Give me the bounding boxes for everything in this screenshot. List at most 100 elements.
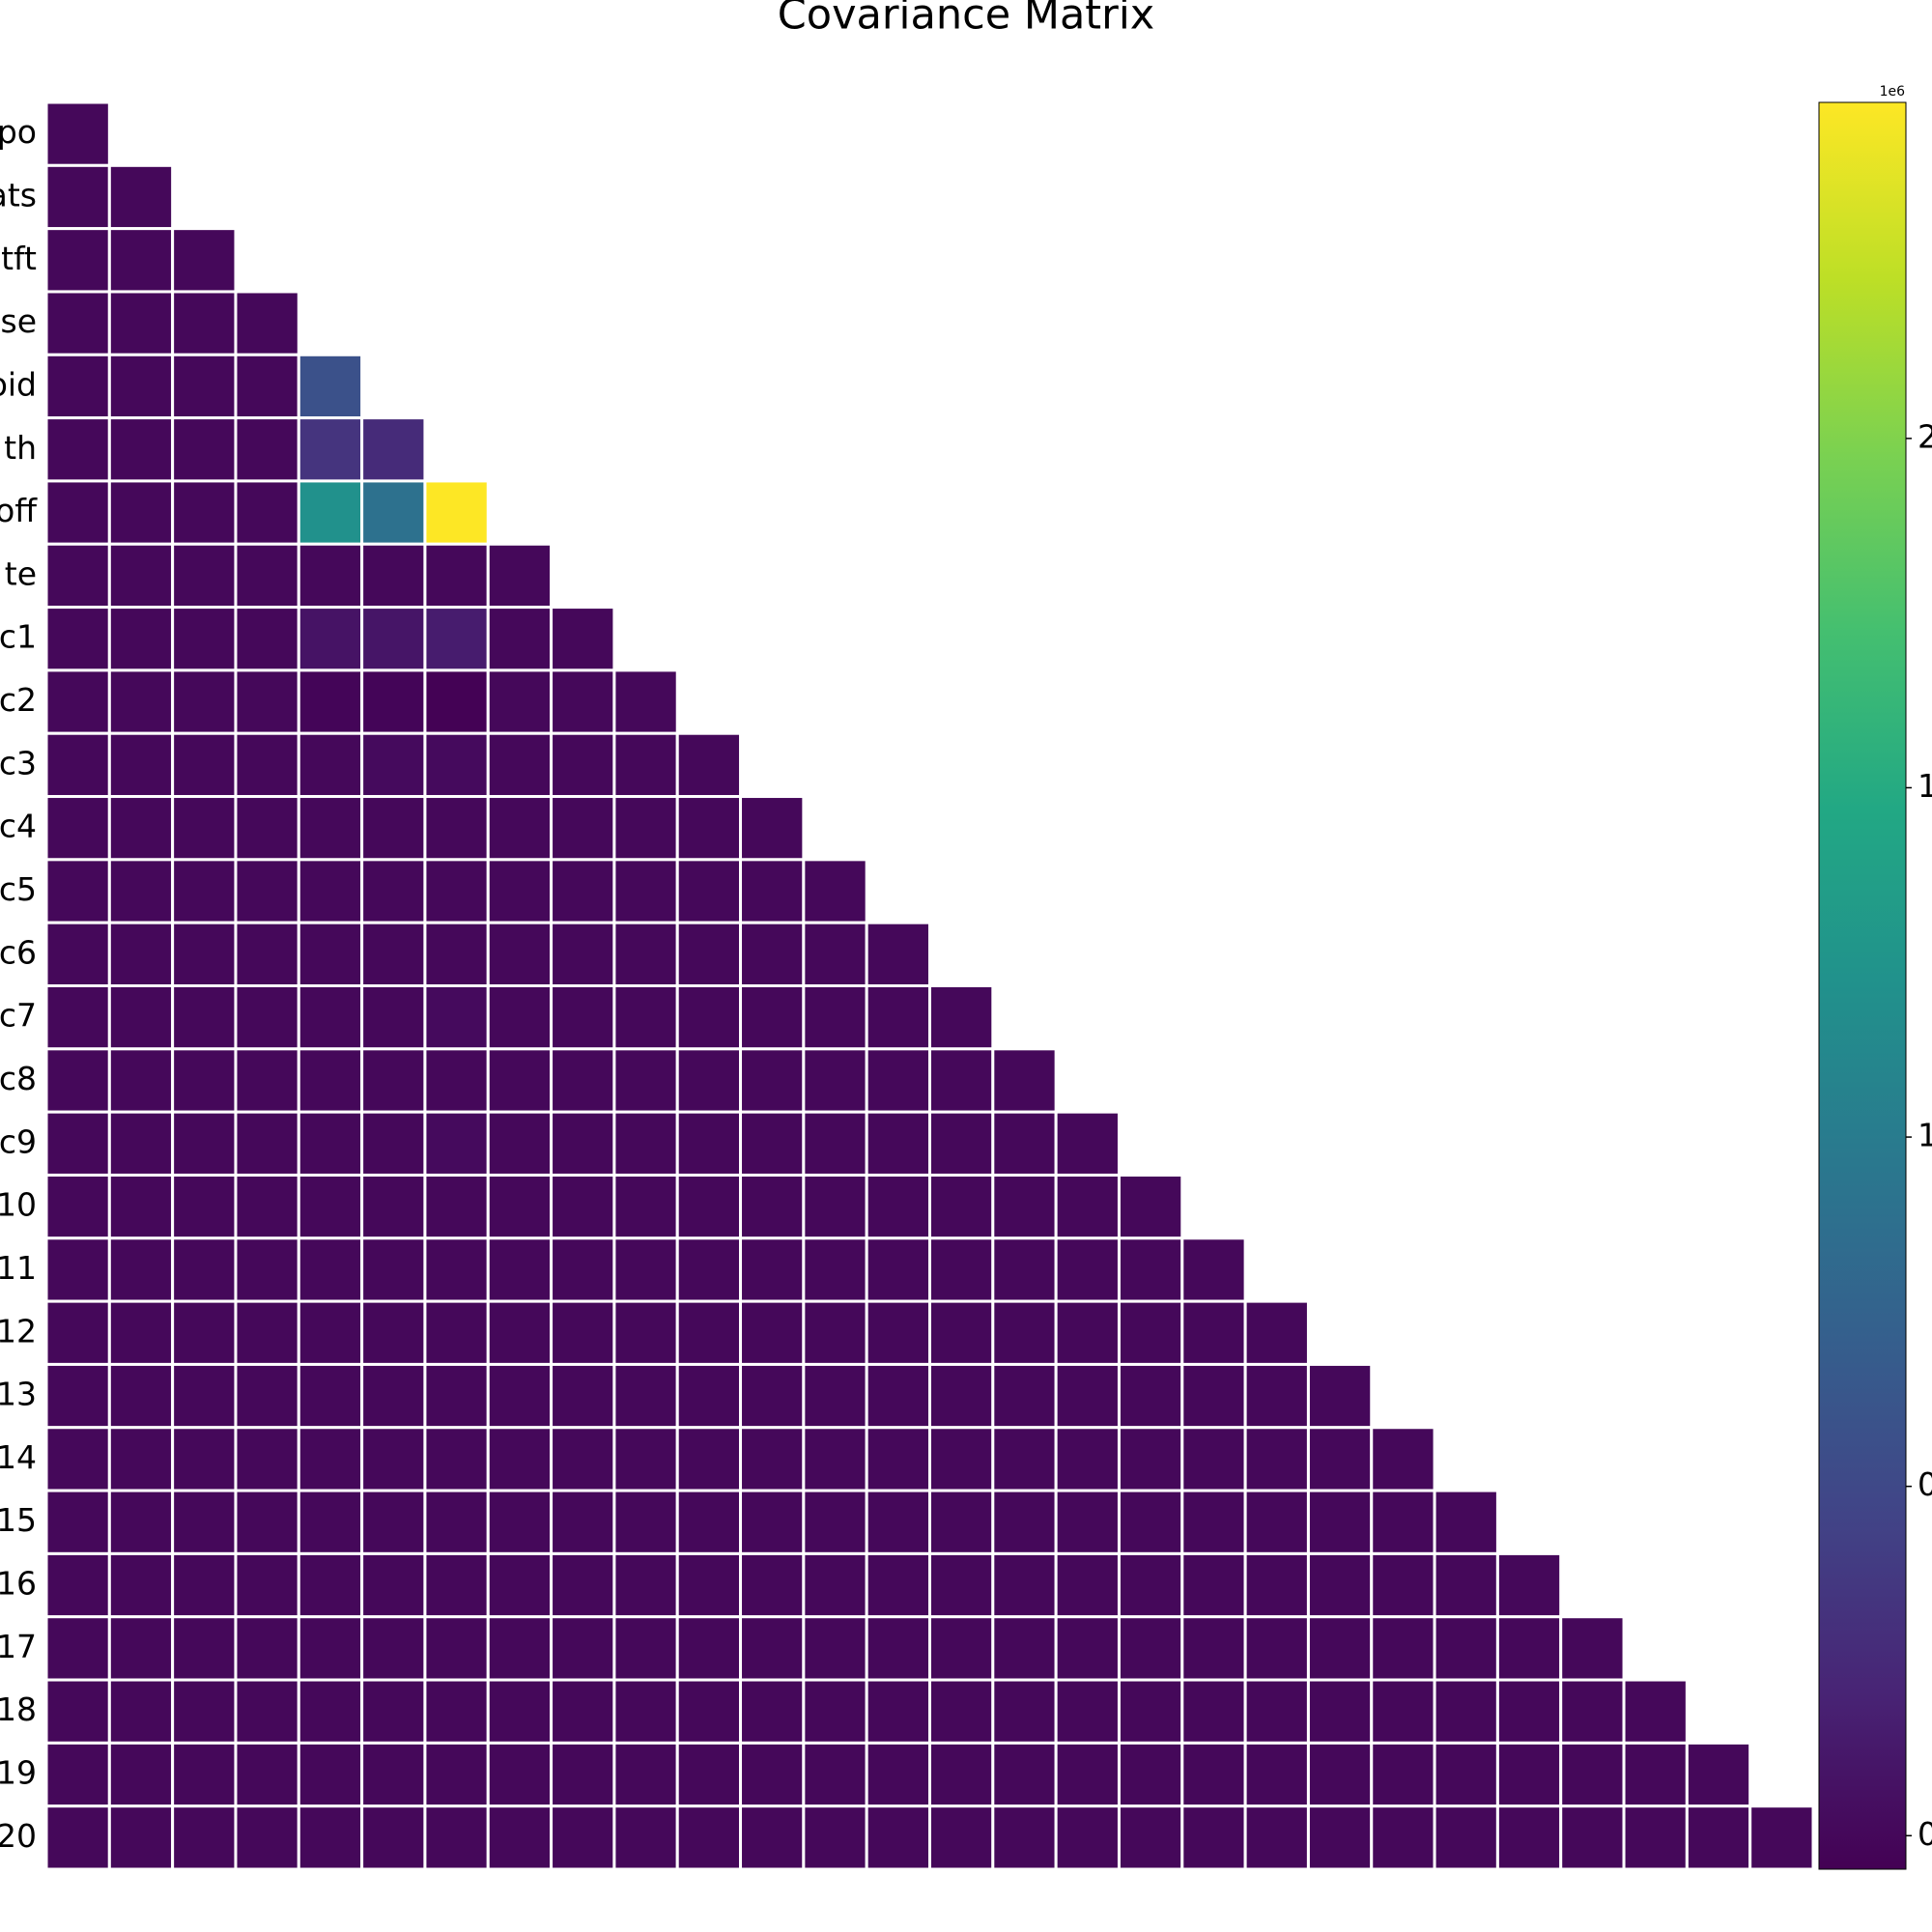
cell [297,731,364,799]
cell [928,1551,995,1619]
cell [675,1804,743,1871]
cell [928,1236,995,1303]
cell [991,1047,1058,1114]
cell [1054,1173,1121,1240]
cell [739,1426,806,1492]
cell [44,1489,111,1555]
cell [1180,1362,1247,1430]
cell [44,353,111,420]
cell [44,1741,111,1808]
cell [865,1615,932,1682]
cell [44,1804,111,1871]
y-tick-label: 19 [0,1754,37,1792]
cell [44,1173,111,1240]
cell [1370,1678,1436,1745]
cell [1748,1804,1815,1871]
cell [297,1362,364,1430]
cell [171,1741,238,1808]
y-tick-label: oid [0,365,37,403]
cell [44,1236,111,1303]
cell [423,1804,490,1871]
cell [171,795,238,862]
cell [802,1173,868,1240]
cell [44,100,111,167]
cell [675,1489,743,1555]
cell [297,1489,364,1555]
cell [1495,1741,1563,1808]
cell [928,1173,995,1240]
y-tick-label: c3 [0,744,37,781]
cell [550,1678,616,1745]
cell [865,984,932,1051]
cell [1495,1615,1563,1682]
cell [1559,1615,1626,1682]
cell [1370,1551,1436,1619]
cell [171,353,238,420]
cell [802,1551,868,1619]
cell [1243,1615,1310,1682]
cell [1370,1615,1436,1682]
cell [1243,1678,1310,1745]
cell [297,1173,364,1240]
cell [486,731,554,799]
cell [865,1110,932,1177]
cell [107,1678,175,1745]
cell [550,1236,616,1303]
cell [991,1741,1058,1808]
cell [991,1804,1058,1871]
cell [1054,1236,1121,1303]
cell [44,479,111,546]
cell [360,1489,427,1555]
cell [991,1299,1058,1366]
cell [612,1615,679,1682]
cell [297,1741,364,1808]
cell [360,1551,427,1619]
cell [1622,1804,1689,1871]
cell [1306,1362,1374,1430]
cell [360,1741,427,1808]
cell [928,984,995,1051]
cell [802,1489,868,1555]
cell [171,1362,238,1430]
cell [991,1615,1058,1682]
cell [44,1299,111,1366]
cell [297,984,364,1051]
cell [1117,1489,1184,1555]
cell [739,1110,806,1177]
y-tick-label: c5 [0,870,37,908]
cell [486,1426,554,1492]
cell [297,1678,364,1745]
cell [234,353,300,420]
cell [44,668,111,735]
cell [360,1804,427,1871]
cell [44,1047,111,1114]
cell [1306,1489,1374,1555]
cell [1180,1678,1247,1745]
cell [107,1489,175,1555]
cell [107,1173,175,1240]
cell [1054,1678,1121,1745]
cell [675,795,743,862]
y-tick-label: 15 [0,1501,37,1539]
cell [423,1236,490,1303]
cell [991,1551,1058,1619]
cell [1433,1804,1499,1871]
cell [107,921,175,988]
cell [107,1362,175,1430]
cell [360,1426,427,1492]
cell [1180,1551,1247,1619]
y-tick-label: se [1,302,38,340]
cell [802,1678,868,1745]
cell [675,858,743,924]
cell [423,1741,490,1808]
cell [486,984,554,1051]
cell [675,1615,743,1682]
cell [865,1489,932,1555]
cell [107,1299,175,1366]
cell [171,542,238,610]
cell [44,1362,111,1430]
cell [297,1551,364,1619]
cell [739,1678,806,1745]
cell [1117,1299,1184,1366]
cell [675,1047,743,1114]
